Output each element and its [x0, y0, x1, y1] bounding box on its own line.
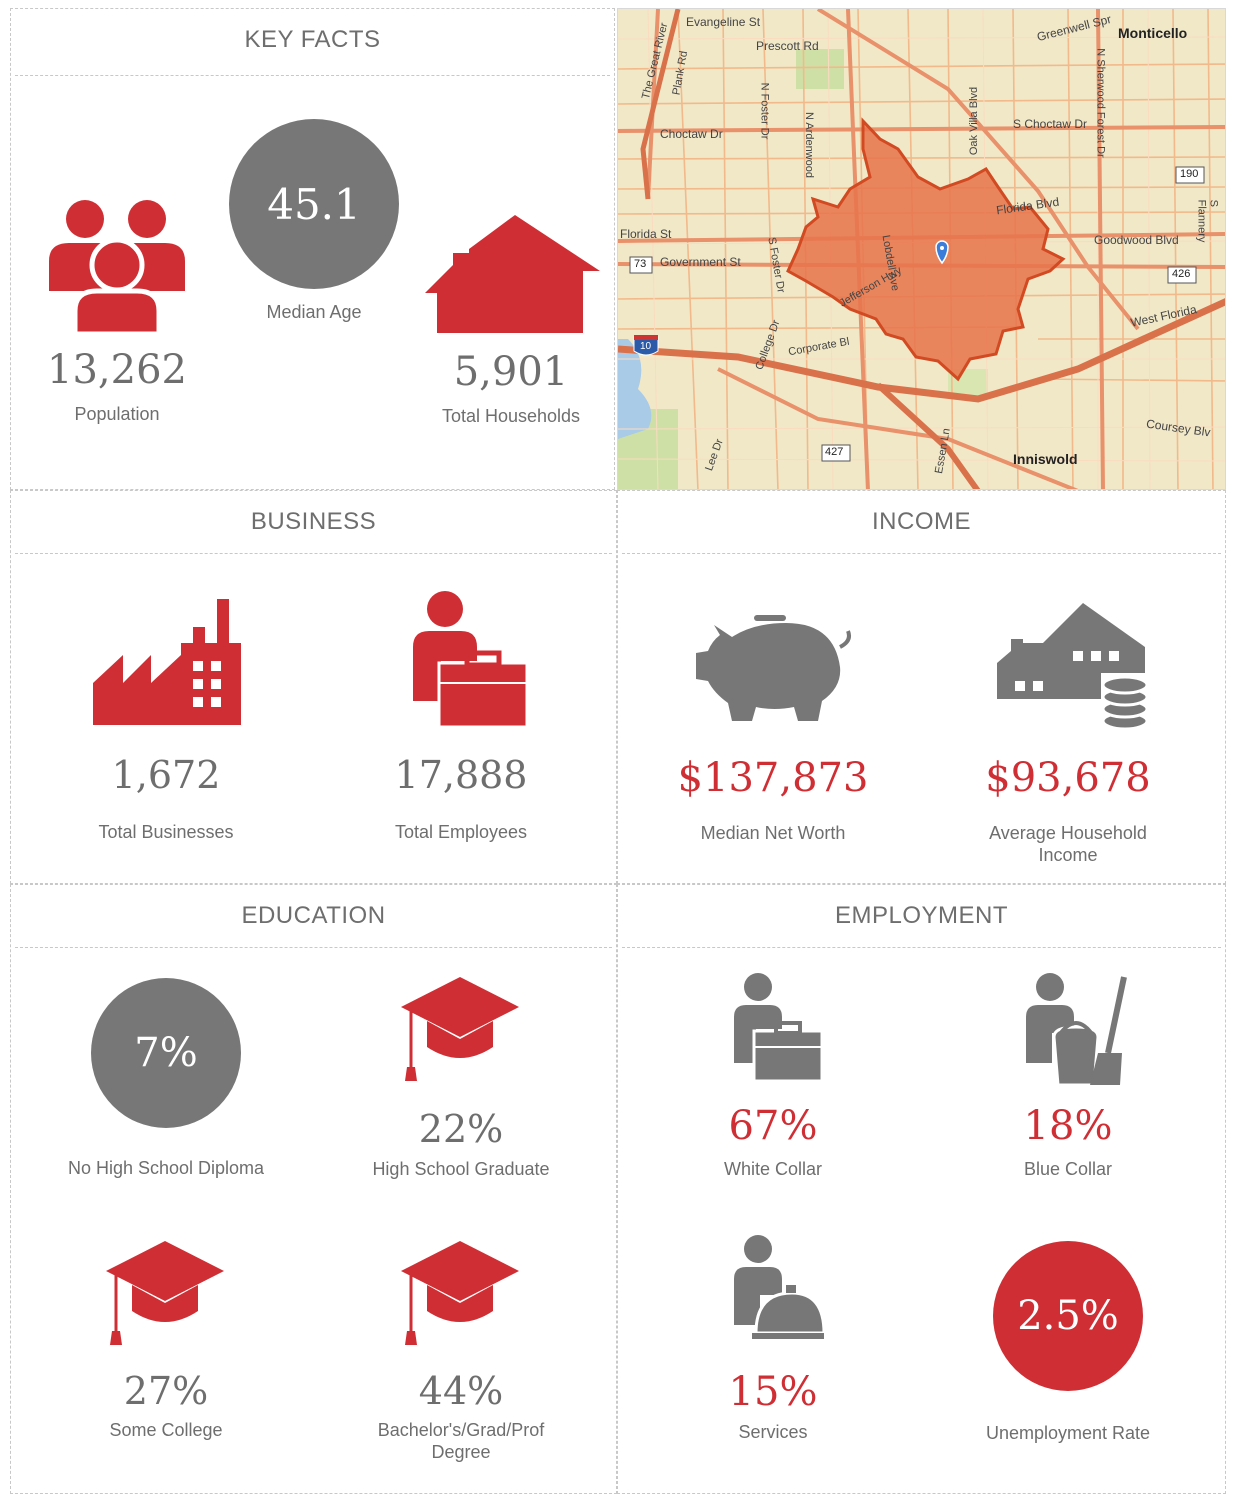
some-college-cap-icon — [106, 1241, 224, 1345]
hs-grad-label: High School Graduate — [372, 1159, 550, 1179]
bachelors-value: 44% — [418, 1369, 504, 1413]
hs-grad-cap-icon — [401, 977, 519, 1081]
map-label-choctaw: Choctaw Dr — [660, 127, 723, 141]
map-label-prescott: Prescott Rd — [756, 39, 819, 53]
median-net-worth-label: Median Net Worth — [700, 823, 846, 843]
map-panel[interactable]: Monticello Inniswold Evangeline St Presc… — [617, 8, 1226, 490]
key-facts-title: KEY FACTS — [244, 26, 381, 53]
households-label: Total Households — [441, 406, 581, 426]
total-businesses-label: Total Businesses — [98, 822, 234, 842]
map-label-n-sherwood: N Sherwood Forest Dr — [1094, 48, 1107, 158]
no-diploma-value: 7% — [134, 1030, 198, 1076]
income-panel: INCOME $137,873 Median Net Worth $93,678… — [617, 490, 1226, 884]
map-label-s-choctaw: S Choctaw Dr — [1013, 117, 1088, 131]
map-label-oak-villa: Oak Villa Blvd — [968, 86, 981, 156]
services-value: 15% — [728, 1369, 818, 1415]
map-label-goodwood: Goodwood Blvd — [1094, 233, 1179, 247]
map-label-n-foster: N Foster Dr — [758, 82, 771, 140]
no-diploma-circle: 7% — [91, 978, 241, 1128]
blue-collar-label: Blue Collar — [1023, 1159, 1113, 1179]
income-title: INCOME — [872, 508, 971, 535]
median-net-worth-value: $137,873 — [677, 755, 869, 801]
education-title: EDUCATION — [241, 902, 386, 929]
business-title: BUSINESS — [250, 508, 377, 535]
shield-10: 10 — [640, 341, 652, 352]
employment-panel: EMPLOYMENT 67% White Collar 18% Blue Col… — [617, 884, 1226, 1494]
population-value: 13,262 — [47, 347, 187, 393]
population-label: Population — [74, 404, 160, 424]
bachelors-cap-icon — [401, 1241, 519, 1345]
hs-grad-value: 22% — [418, 1107, 504, 1151]
bachelors-label: Bachelor's/Grad/Prof Degree — [377, 1420, 545, 1462]
total-businesses-value: 1,672 — [111, 753, 221, 797]
unemployment-circle: 2.5% — [993, 1241, 1143, 1391]
shield-427: 427 — [825, 446, 844, 458]
median-age-circle: 45.1 — [229, 119, 399, 289]
map-label-evangeline: Evangeline St — [686, 15, 761, 29]
education-panel: EDUCATION 7% No High School Diploma 22% … — [10, 884, 617, 1494]
avg-household-income-label: Average Household Income — [989, 823, 1147, 865]
unemployment-label: Unemployment Rate — [985, 1423, 1151, 1443]
some-college-label: Some College — [109, 1420, 223, 1440]
house-icon — [425, 215, 600, 333]
shield-73: 73 — [634, 258, 647, 270]
blue-collar-worker-icon — [1026, 973, 1127, 1087]
employment-title: EMPLOYMENT — [834, 902, 1009, 929]
white-collar-value: 67% — [728, 1103, 818, 1149]
blue-collar-value: 18% — [1023, 1103, 1113, 1149]
total-employees-value: 17,888 — [394, 753, 528, 797]
service-worker-icon — [734, 1235, 826, 1339]
map-label-florida-st: Florida St — [620, 227, 672, 241]
shield-426: 426 — [1172, 268, 1191, 280]
piggy-bank-icon — [696, 615, 851, 721]
map-label-government: Government St — [660, 255, 741, 269]
key-facts-panel: KEY FACTS 13,262 Population 45.1 Median … — [10, 8, 615, 490]
median-age-label: Median Age — [266, 302, 362, 322]
services-label: Services — [738, 1422, 808, 1442]
white-collar-worker-icon — [734, 973, 824, 1083]
total-employees-label: Total Employees — [394, 822, 528, 842]
map-label-monticello: Monticello — [1118, 25, 1188, 41]
unemployment-value: 2.5% — [1017, 1293, 1119, 1339]
business-panel: BUSINESS 1,672 Total Businesses 17,888 T… — [10, 490, 617, 884]
factory-icon — [93, 599, 241, 725]
worker-briefcase-icon — [413, 591, 529, 729]
map-canvas[interactable] — [618, 9, 1226, 490]
avg-household-income-value: $93,678 — [985, 755, 1151, 801]
white-collar-label: White Collar — [723, 1159, 823, 1179]
map-label-n-ardenwood: N Ardenwood — [803, 111, 816, 179]
no-diploma-label: No High School Diploma — [67, 1158, 265, 1178]
people-group-icon — [49, 200, 185, 337]
some-college-value: 27% — [123, 1369, 209, 1413]
map-label-inniswold: Inniswold — [1013, 451, 1078, 467]
shield-190: 190 — [1180, 168, 1199, 180]
house-coins-icon — [997, 603, 1149, 731]
households-value: 5,901 — [453, 349, 569, 395]
map-label-s-flannery: S Flannery — [1195, 199, 1220, 243]
median-age-value: 45.1 — [267, 179, 361, 229]
